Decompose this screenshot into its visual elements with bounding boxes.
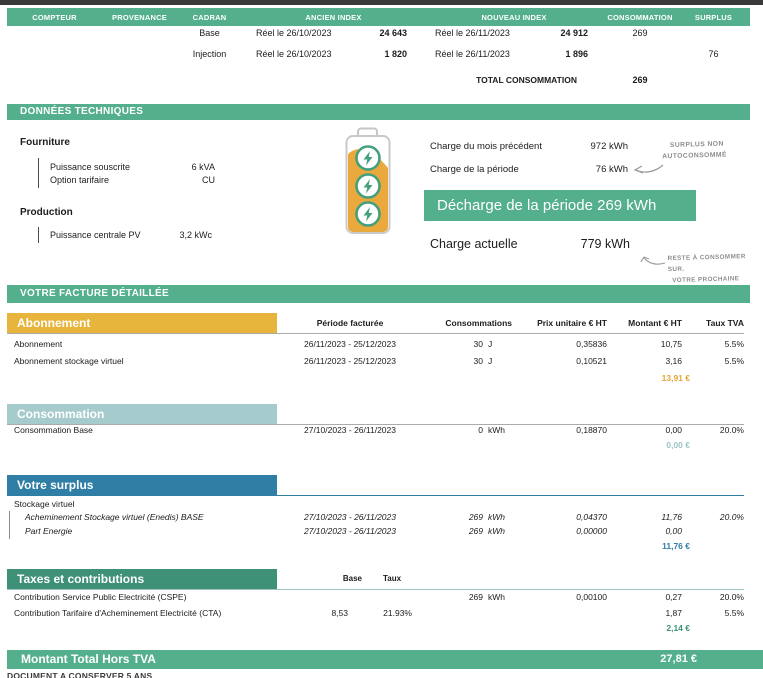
col-consommations: Consommations	[420, 313, 512, 333]
top-strip	[0, 0, 763, 5]
grand-total-label: Montant Total Hors TVA	[21, 650, 156, 669]
ancien-value: 24 643	[379, 26, 425, 40]
table-row: Injection Réel le 26/10/2023 1 820 Réel l…	[7, 47, 750, 61]
col-surplus: SURPLUS	[677, 8, 750, 26]
surplus-value	[677, 26, 750, 40]
nouveau-value: 1 896	[565, 47, 603, 61]
charge-actuelle-label: Charge actuelle	[430, 237, 518, 251]
item-value: 6 kVA	[192, 161, 215, 173]
invoice-page: COMPTEUR PROVENANCE CADRAN ANCIEN INDEX …	[0, 0, 763, 678]
battery-storage-icon	[345, 127, 391, 240]
col-compteur: COMPTEUR	[7, 8, 102, 26]
section-header-consommation: Consommation	[7, 404, 277, 424]
col-taux-tva: Taux TVA	[682, 313, 744, 333]
total-consommation-label: TOTAL CONSOMMATION	[7, 73, 577, 87]
col-periode: Période facturée	[280, 313, 420, 333]
col-ancien-index: ANCIEN INDEX	[242, 8, 425, 26]
col-consommation: CONSOMMATION	[603, 8, 677, 26]
list-item: Puissance souscrite 6 kVA	[50, 161, 215, 173]
table-row: Contribution Service Public Electricité …	[7, 590, 744, 604]
surplus-subtotal: 11,76 €	[7, 539, 744, 553]
cadran-value: Injection	[177, 47, 242, 61]
hand-drawn-arrow-icon	[640, 253, 666, 271]
meter-table-header: COMPTEUR PROVENANCE CADRAN ANCIEN INDEX …	[7, 8, 750, 26]
list-item: Charge du mois précédent 972 kWh	[430, 140, 628, 153]
grand-total-value: 27,81 €	[597, 650, 697, 669]
ancien-value: 1 820	[384, 47, 425, 61]
charge-value: 76 kWh	[596, 163, 628, 176]
col-cadran: CADRAN	[177, 8, 242, 26]
table-row: Abonnement 26/11/2023 - 25/12/2023 30J 0…	[7, 337, 744, 351]
divider	[7, 333, 744, 334]
charge-value: 972 kWh	[591, 140, 629, 153]
col-nouveau-index: NOUVEAU INDEX	[425, 8, 603, 26]
list-item: Charge de la période 76 kWh	[430, 163, 628, 176]
invoice-column-headers: Période facturée Consommations Prix unit…	[7, 313, 744, 333]
col-prix-unitaire: Prix unitaire € HT	[512, 313, 607, 333]
item-label: Option tarifaire	[50, 174, 109, 186]
taxes-subtotal: 2,14 €	[7, 621, 744, 635]
divider	[38, 158, 39, 188]
section-header-taxes: Taxes et contributions	[7, 569, 277, 589]
abonnement-subtotal: 13,91 €	[7, 371, 744, 385]
divider	[38, 227, 39, 243]
item-label: Puissance centrale PV	[50, 229, 141, 241]
charge-actuelle-row: Charge actuelle 779 kWh	[430, 237, 630, 251]
item-label: Puissance souscrite	[50, 161, 130, 173]
section-title-facture-detaillee: VOTRE FACTURE DÉTAILLÉE	[7, 285, 750, 303]
fourniture-title: Fourniture	[20, 137, 70, 149]
retention-notice: DOCUMENT A CONSERVER 5 ANS	[7, 671, 152, 678]
ancien-date: Réel le 26/10/2023	[242, 26, 332, 40]
annotation-surplus: SURPLUS NON AUTOCONSOMMÉ	[662, 138, 758, 162]
consommation-value: 269	[603, 26, 677, 40]
group-label: Stockage virtuel	[7, 497, 407, 511]
table-row: Contribution Tarifaire d'Acheminement El…	[7, 606, 744, 620]
hand-drawn-arrow-icon	[631, 162, 665, 181]
col-taux: Taux	[383, 567, 419, 587]
col-montant: Montant € HT	[607, 313, 682, 333]
grand-total-bar: Montant Total Hors TVA 27,81 €	[7, 650, 763, 669]
decharge-banner: Décharge de la période 269 kWh	[424, 190, 696, 221]
surplus-value: 76	[677, 47, 750, 61]
col-base: Base	[330, 567, 362, 587]
item-value: 3,2 kWc	[179, 229, 212, 241]
table-row: Acheminement Stockage virtuel (Enedis) B…	[7, 510, 744, 524]
nouveau-date: Réel le 26/11/2023	[425, 47, 510, 61]
col-provenance: PROVENANCE	[102, 8, 177, 26]
total-consommation-value: 269	[603, 73, 677, 87]
section-title-donnees-techniques: DONNÉES TECHNIQUES	[7, 104, 750, 120]
item-value: CU	[202, 174, 215, 186]
ancien-date: Réel le 26/10/2023	[242, 47, 332, 61]
nouveau-date: Réel le 26/11/2023	[425, 26, 510, 40]
cadran-value: Base	[177, 26, 242, 40]
nouveau-value: 24 912	[560, 26, 603, 40]
production-title: Production	[20, 207, 73, 219]
consommation-subtotal: 0,00 €	[7, 438, 744, 452]
table-row: Consommation Base 27/10/2023 - 26/11/202…	[7, 423, 744, 437]
consommation-value	[603, 47, 677, 61]
charge-actuelle-value: 779 kWh	[581, 237, 630, 251]
divider	[7, 495, 744, 496]
table-row: Base Réel le 26/10/2023 24 643 Réel le 26…	[7, 26, 750, 40]
list-item: Puissance centrale PV 3,2 kWc	[50, 229, 212, 241]
charge-label: Charge de la période	[430, 163, 519, 176]
charge-label: Charge du mois précédent	[430, 140, 542, 153]
table-row: Part Energie 27/10/2023 - 26/11/2023 269…	[7, 524, 744, 538]
list-item: Option tarifaire CU	[50, 174, 215, 186]
section-header-surplus: Votre surplus	[7, 475, 277, 495]
table-row: Abonnement stockage virtuel 26/11/2023 -…	[7, 354, 744, 368]
